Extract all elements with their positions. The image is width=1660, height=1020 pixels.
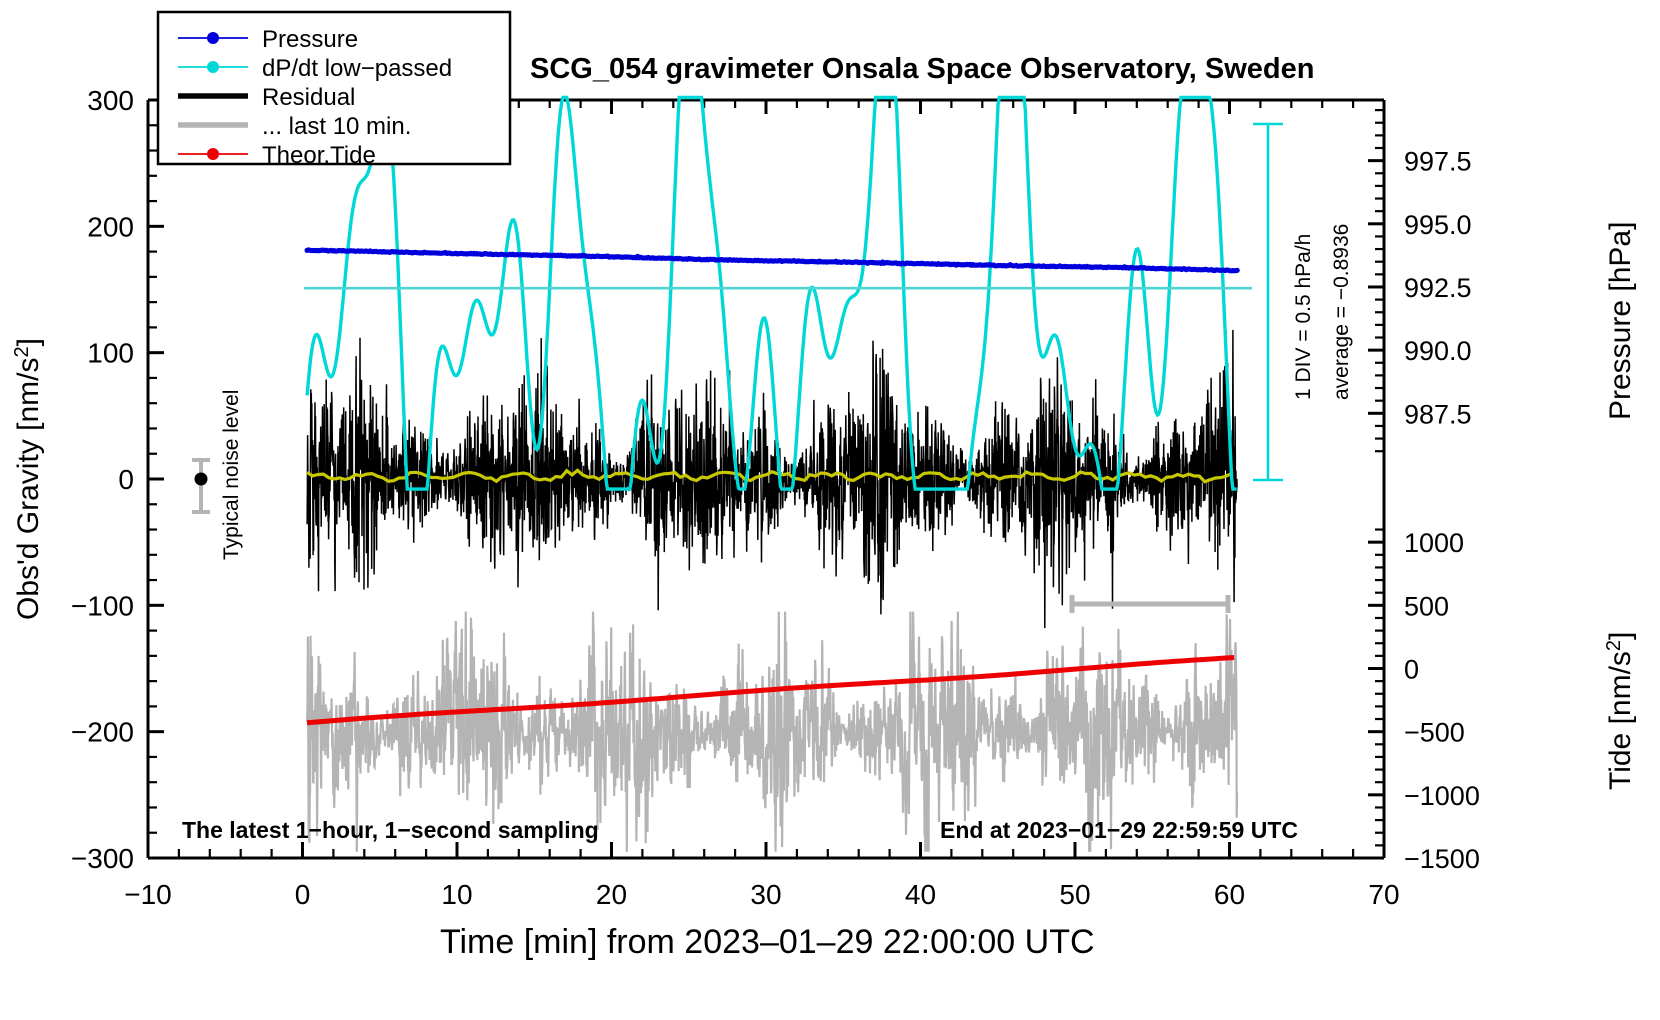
- y-axis-tide-title: Tide [nm/s2]: [1603, 632, 1637, 790]
- typical-noise-level-marker: [192, 458, 210, 514]
- x-tick-label: 30: [750, 879, 781, 910]
- y-axis-left-ticks: 300 200 100 0 −100 −200 −300: [71, 85, 164, 874]
- y-axis-left-title-tail: ]: [12, 338, 45, 346]
- series-residual: [306, 329, 1238, 629]
- tide-tick-label: 500: [1404, 591, 1449, 621]
- sampling-note: The latest 1−hour, 1−second sampling: [182, 817, 599, 843]
- pressure-tick-label: 987.5: [1404, 399, 1472, 429]
- y-tick-label: 100: [87, 338, 134, 369]
- series-dpdt-low-passed: [305, 95, 1237, 491]
- legend-item-label: Residual: [262, 84, 355, 111]
- tide-tick-label: −1500: [1404, 844, 1480, 874]
- legend-item[interactable]: Pressure: [178, 26, 358, 53]
- legend-item-label: ... last 10 min.: [262, 113, 411, 140]
- legend-item[interactable]: dP/dt low−passed: [178, 55, 452, 82]
- y-axis-left-title-text: Obs'd Gravity [nm/s: [12, 358, 45, 620]
- series-pressure: [304, 247, 1240, 274]
- x-tick-label: 60: [1214, 879, 1245, 910]
- series-theoretical-tide: [306, 655, 1235, 726]
- y-tick-label: 0: [118, 464, 134, 495]
- tide-tick-label: 0: [1404, 655, 1419, 685]
- tide-tick-label: 1000: [1404, 528, 1464, 558]
- x-axis-title: Time [min] from 2023‒01‒29 22:00:00 UTC: [440, 923, 1095, 961]
- y-axis-tide-title-tail: ]: [1604, 632, 1637, 640]
- y-axis-tide-title-text: Tide [nm/s: [1604, 651, 1637, 790]
- x-tick-label: −10: [124, 879, 172, 910]
- legend-item[interactable]: ... last 10 min.: [178, 113, 411, 140]
- data-curves: [304, 95, 1252, 852]
- legend-swatch-marker: [207, 32, 219, 44]
- y-tick-label: −200: [71, 717, 134, 748]
- x-tick-label: 40: [905, 879, 936, 910]
- x-tick-label: 20: [596, 879, 627, 910]
- legend-item[interactable]: Residual: [178, 84, 355, 111]
- x-tick-label: 50: [1059, 879, 1090, 910]
- tide-tick-label: −1000: [1404, 781, 1480, 811]
- y-tick-label: 300: [87, 85, 134, 116]
- legend-item-label: dP/dt low−passed: [262, 55, 452, 82]
- pressure-tick-label: 990.0: [1404, 336, 1472, 366]
- y-axis-left-title: Obs'd Gravity [nm/s2]: [11, 338, 45, 620]
- series-last-10-min: [306, 611, 1239, 852]
- y-axis-right-ticks: 997.5 995.0 992.5 990.0 987.5 1000 500 0 −500 −10…: [1368, 109, 1480, 874]
- typical-noise-level-label: Typical noise level: [220, 390, 243, 560]
- svg-text:Tide [nm/s2]: Tide [nm/s2]: [1603, 632, 1637, 790]
- y-axis-tide-title-sup: 2: [1603, 640, 1625, 651]
- y-tick-label: 200: [87, 211, 134, 242]
- chart-title: SCG_054 gravimeter Onsala Space Observat…: [530, 53, 1314, 85]
- y-axis-left-title-sup: 2: [11, 346, 33, 357]
- svg-text:Obs'd Gravity [nm/s2]: Obs'd Gravity [nm/s2]: [11, 338, 45, 620]
- x-tick-label: 70: [1368, 879, 1399, 910]
- y-tick-label: −300: [71, 843, 134, 874]
- series-residual-midline: [306, 468, 1233, 484]
- dpdt-average-label: average = −0.8936: [1330, 224, 1353, 400]
- end-time-note: End at 2023−01−29 22:59:59 UTC: [940, 817, 1298, 843]
- legend-item-label: Pressure: [262, 26, 358, 53]
- dpdt-scale-label: 1 DIV = 0.5 hPa/h: [1292, 234, 1315, 400]
- legend-item[interactable]: Theor.Tide: [178, 142, 376, 169]
- x-tick-label: 0: [295, 879, 311, 910]
- legend-swatch-marker: [207, 148, 219, 160]
- last-10-min-span-marker: [1069, 595, 1231, 613]
- x-tick-label: 10: [441, 879, 472, 910]
- legend-swatch-marker: [207, 61, 219, 73]
- dpdt-scale-bar: [1253, 122, 1283, 482]
- pressure-tick-label: 992.5: [1404, 273, 1472, 303]
- y-tick-label: −100: [71, 590, 134, 621]
- legend-item-label: Theor.Tide: [262, 142, 376, 169]
- x-axis-ticks: −10 0 10 20 30 40 50 60 70: [124, 100, 1400, 910]
- pressure-tick-label: 995.0: [1404, 210, 1472, 240]
- y-axis-pressure-title: Pressure [hPa]: [1604, 222, 1637, 420]
- tide-tick-label: −500: [1404, 718, 1465, 748]
- pressure-tick-label: 997.5: [1404, 147, 1472, 177]
